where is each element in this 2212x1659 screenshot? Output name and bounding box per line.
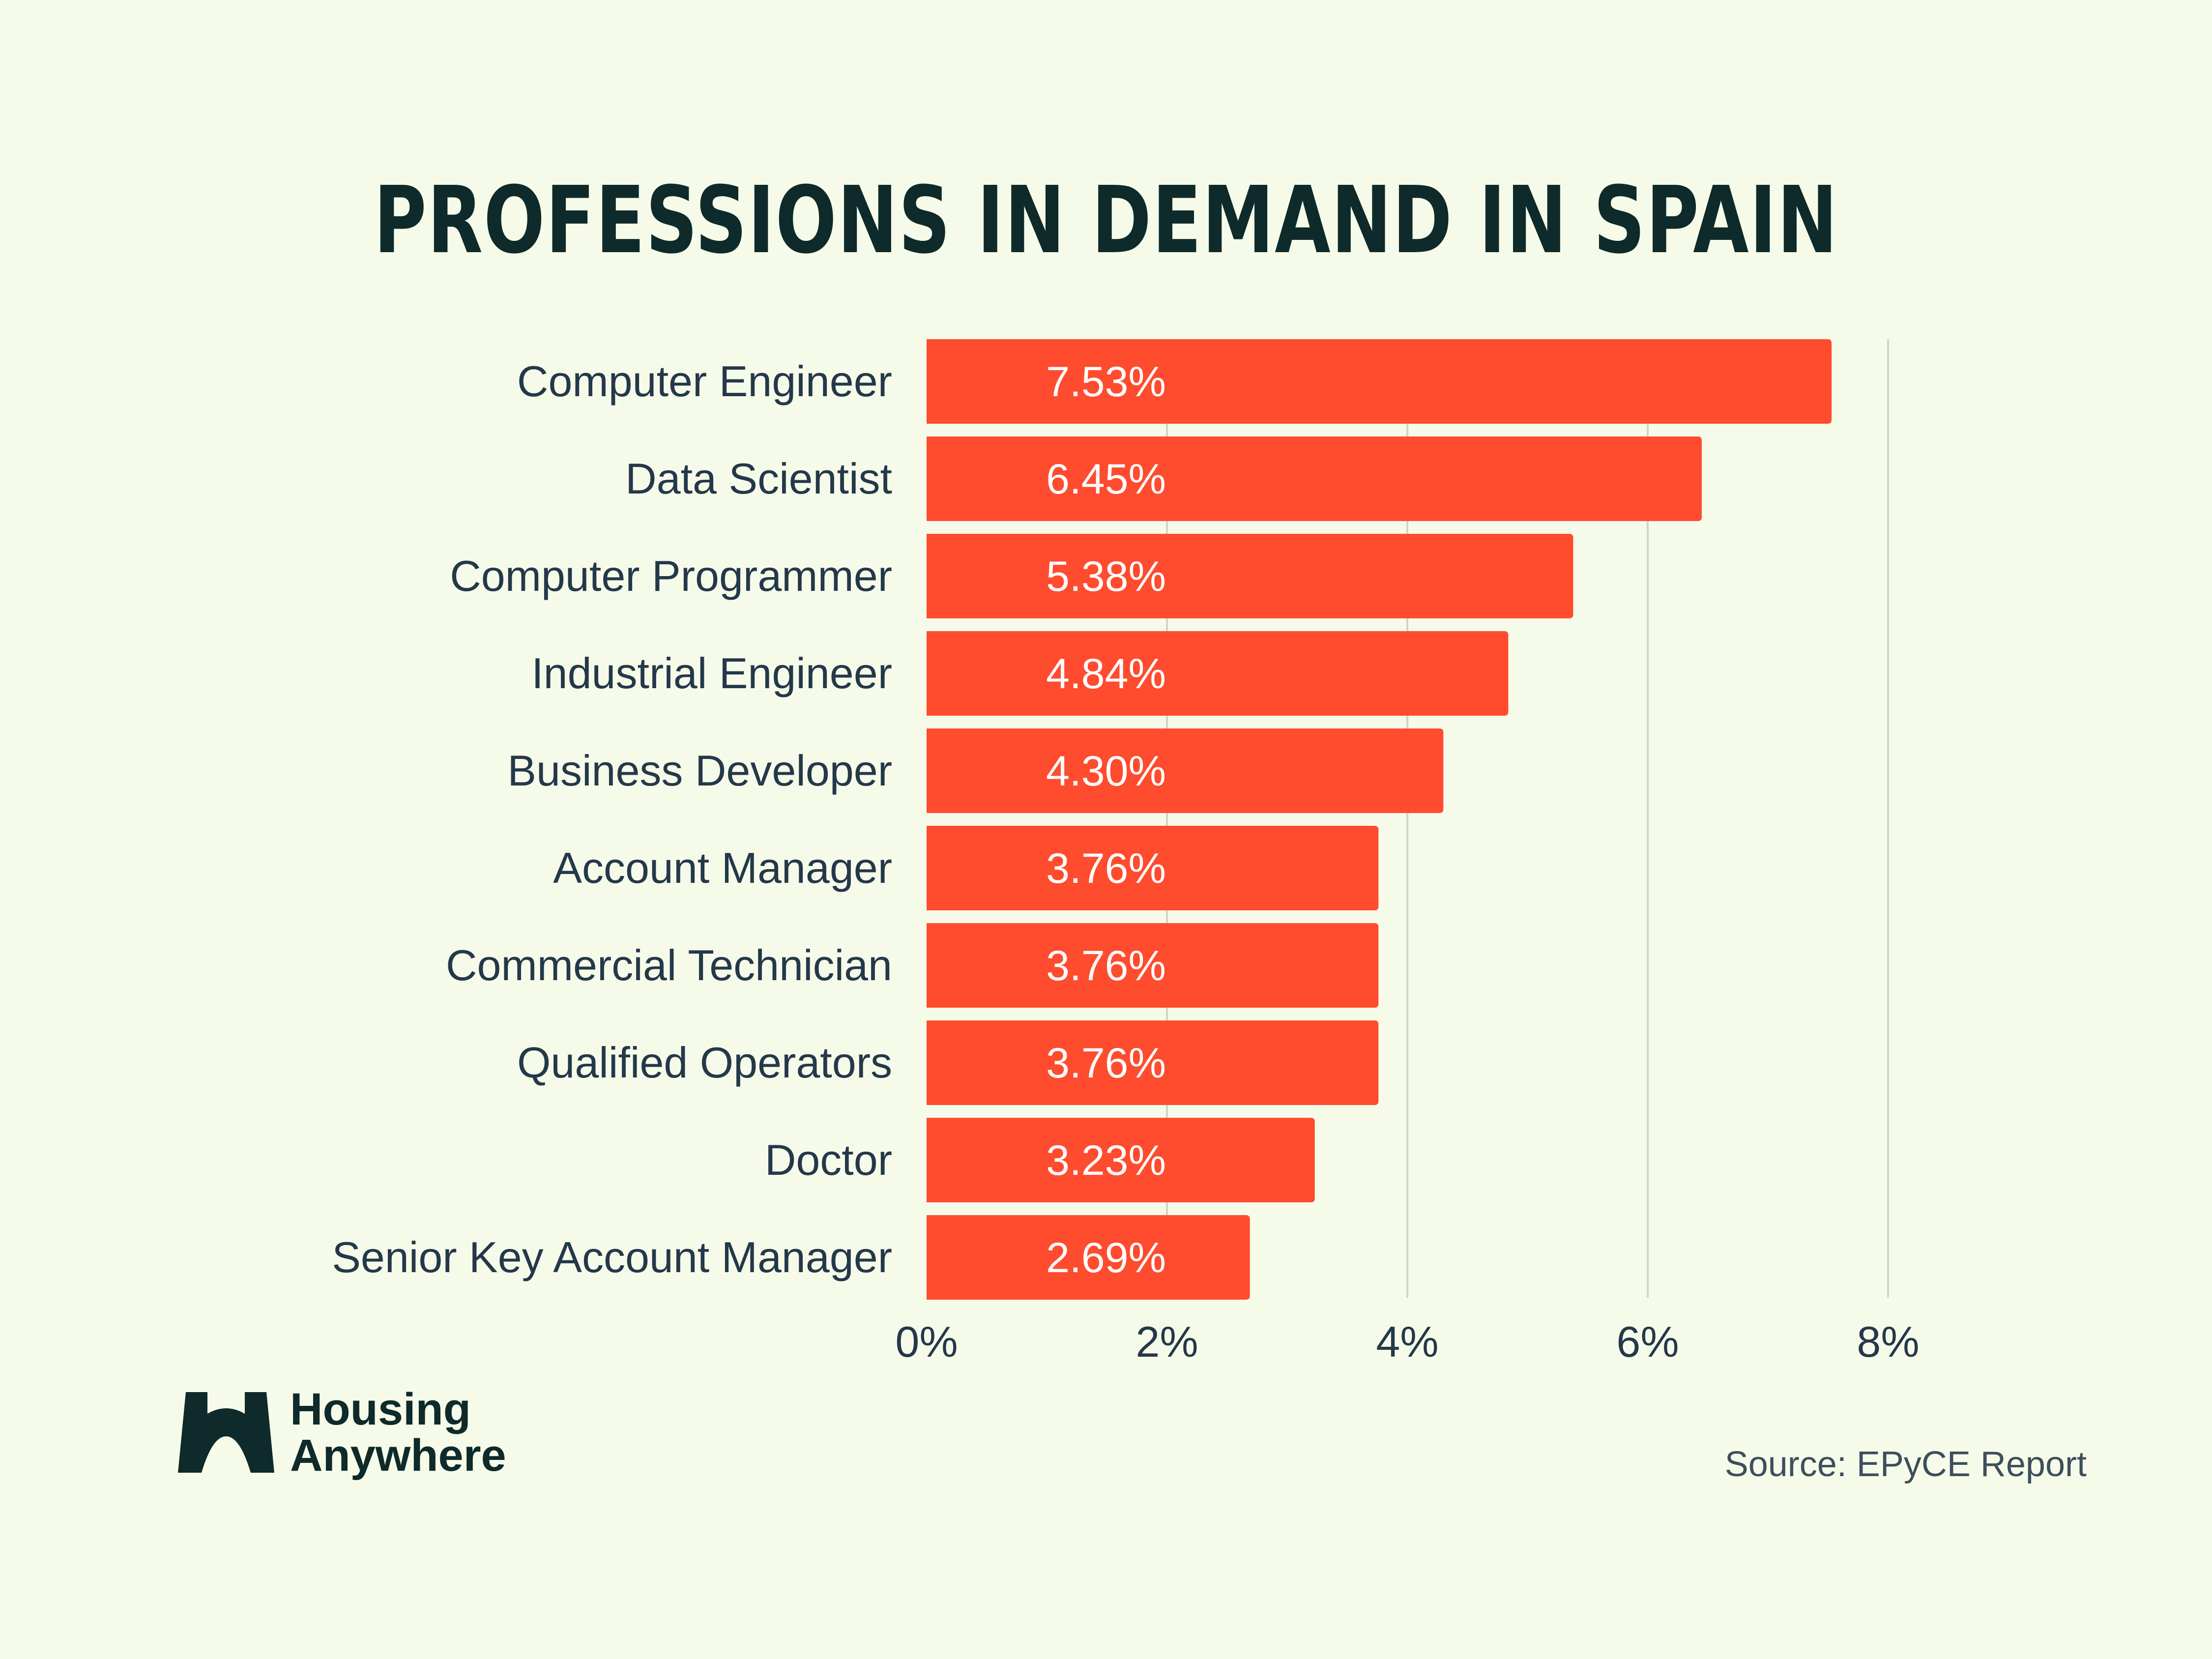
category-labels: Computer Engineer Data Scientist Computer … — [332, 357, 892, 1281]
category-label: Senior Key Account Manager — [332, 1233, 892, 1281]
x-tick-label: 8% — [1857, 1317, 1919, 1366]
bar-value-label: 2.69% — [1046, 1234, 1166, 1281]
bar — [927, 923, 1379, 1008]
bar-value-label: 3.76% — [1046, 1040, 1166, 1087]
logo-text-line2: Anywhere — [290, 1430, 506, 1481]
x-axis-tick-labels: 0% 2% 4% 6% 8% — [895, 1317, 1919, 1366]
category-label: Computer Programmer — [450, 552, 892, 600]
category-label: Data Scientist — [625, 454, 892, 503]
bar — [927, 339, 1832, 424]
category-label: Qualified Operators — [517, 1038, 892, 1087]
bar — [927, 437, 1702, 521]
x-tick-label: 4% — [1376, 1317, 1438, 1366]
logo-text-line1: Housing — [290, 1384, 471, 1434]
bar-value-label: 3.23% — [1046, 1137, 1166, 1184]
chart-title: PROFESSIONS IN DEMAND IN SPAIN — [374, 167, 1838, 274]
category-label: Industrial Engineer — [531, 649, 892, 698]
bar — [927, 1215, 1250, 1300]
source-note: Source: EPyCE Report — [1724, 1445, 2087, 1484]
category-label: Account Manager — [553, 844, 892, 892]
housing-anywhere-logo: Housing Anywhere — [177, 1386, 506, 1479]
bar — [927, 826, 1379, 910]
bar-value-label: 3.76% — [1046, 942, 1166, 990]
bar-value-label: 6.45% — [1046, 456, 1166, 503]
housing-anywhere-logo-icon — [178, 1392, 274, 1473]
bar-value-label: 7.53% — [1046, 358, 1166, 406]
category-label: Doctor — [765, 1135, 892, 1184]
bar — [927, 1020, 1379, 1105]
x-tick-label: 0% — [895, 1317, 958, 1366]
bar-value-label: 3.76% — [1046, 845, 1166, 892]
bars — [927, 339, 1832, 1300]
x-tick-label: 2% — [1135, 1317, 1198, 1366]
bar-value-label: 4.30% — [1046, 748, 1166, 795]
value-labels: 7.53% 6.45% 5.38% 4.84% 4.30% 3.76% 3.76% 3.76%… — [1046, 358, 1166, 1281]
bar — [927, 1118, 1315, 1202]
bar — [927, 534, 1573, 618]
category-label: Computer Engineer — [517, 357, 892, 406]
category-label: Commercial Technician — [446, 941, 892, 990]
bar — [927, 728, 1444, 813]
bar-value-label: 4.84% — [1046, 650, 1166, 698]
x-tick-label: 6% — [1616, 1317, 1679, 1366]
category-label: Business Developer — [507, 746, 892, 795]
bar-value-label: 5.38% — [1046, 553, 1166, 600]
bar — [927, 631, 1509, 716]
